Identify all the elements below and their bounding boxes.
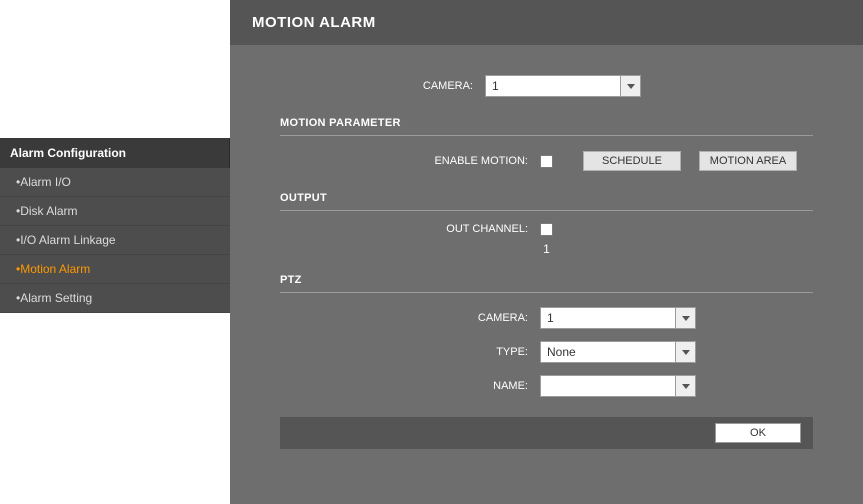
section-divider	[280, 210, 813, 211]
motion-parameter-title: MOTION PARAMETER	[280, 117, 813, 129]
camera-row: CAMERA: 1	[280, 73, 813, 99]
main-content: CAMERA: 1 MOTION PARAMETER ENABLE MOTION…	[230, 45, 863, 504]
sidebar-item-motion-alarm[interactable]: •Motion Alarm	[0, 255, 230, 284]
sidebar: Alarm Configuration •Alarm I/O •Disk Ala…	[0, 0, 230, 504]
chevron-down-icon	[620, 76, 640, 96]
enable-motion-row: ENABLE MOTION: SCHEDULE MOTION AREA	[280, 148, 813, 174]
out-channel-label: OUT CHANNEL:	[280, 223, 540, 235]
camera-label: CAMERA:	[280, 80, 485, 92]
sidebar-item-label: Alarm I/O	[20, 175, 71, 189]
sidebar-item-label: Alarm Setting	[20, 291, 92, 305]
chevron-down-icon	[675, 342, 695, 362]
output-title: OUTPUT	[280, 192, 813, 204]
ok-button[interactable]: OK	[715, 423, 801, 443]
out-channel-checkbox[interactable]	[540, 223, 553, 236]
sidebar-items: •Alarm I/O •Disk Alarm •I/O Alarm Linkag…	[0, 168, 230, 313]
sidebar-item-alarm-io[interactable]: •Alarm I/O	[0, 168, 230, 197]
chevron-down-icon	[675, 308, 695, 328]
ptz-type-label: TYPE:	[280, 346, 540, 358]
ptz-title: PTZ	[280, 274, 813, 286]
main-panel: MOTION ALARM CAMERA: 1 MOTION PARAMETER …	[230, 0, 863, 504]
sidebar-item-io-alarm-linkage[interactable]: •I/O Alarm Linkage	[0, 226, 230, 255]
out-channel-col: 1	[540, 223, 553, 256]
ptz-camera-dropdown-value: 1	[541, 311, 675, 325]
out-channel-row: OUT CHANNEL: 1	[280, 223, 813, 256]
sidebar-item-alarm-setting[interactable]: •Alarm Setting	[0, 284, 230, 313]
chevron-down-icon	[675, 376, 695, 396]
ptz-type-row: TYPE: None	[280, 339, 813, 365]
enable-motion-checkbox[interactable]	[540, 155, 553, 168]
camera-dropdown[interactable]: 1	[485, 75, 641, 97]
camera-dropdown-value: 1	[486, 79, 620, 93]
out-channel-number: 1	[543, 242, 550, 256]
ptz-name-dropdown[interactable]	[540, 375, 696, 397]
ptz-type-dropdown-value: None	[541, 345, 675, 359]
ptz-camera-row: CAMERA: 1	[280, 305, 813, 331]
ptz-name-row: NAME:	[280, 373, 813, 399]
ptz-type-dropdown[interactable]: None	[540, 341, 696, 363]
ptz-camera-dropdown[interactable]: 1	[540, 307, 696, 329]
sidebar-item-label: I/O Alarm Linkage	[20, 233, 115, 247]
sidebar-item-label: Disk Alarm	[20, 204, 77, 218]
footer-bar: OK	[280, 417, 813, 449]
ptz-camera-label: CAMERA:	[280, 312, 540, 324]
ptz-name-label: NAME:	[280, 380, 540, 392]
section-divider	[280, 135, 813, 136]
section-divider	[280, 292, 813, 293]
sidebar-header: Alarm Configuration	[0, 138, 230, 168]
schedule-button[interactable]: SCHEDULE	[583, 151, 681, 171]
sidebar-item-disk-alarm[interactable]: •Disk Alarm	[0, 197, 230, 226]
motion-area-button[interactable]: MOTION AREA	[699, 151, 797, 171]
enable-motion-label: ENABLE MOTION:	[280, 155, 540, 167]
page-title: MOTION ALARM	[230, 0, 863, 45]
sidebar-item-label: Motion Alarm	[20, 262, 90, 276]
